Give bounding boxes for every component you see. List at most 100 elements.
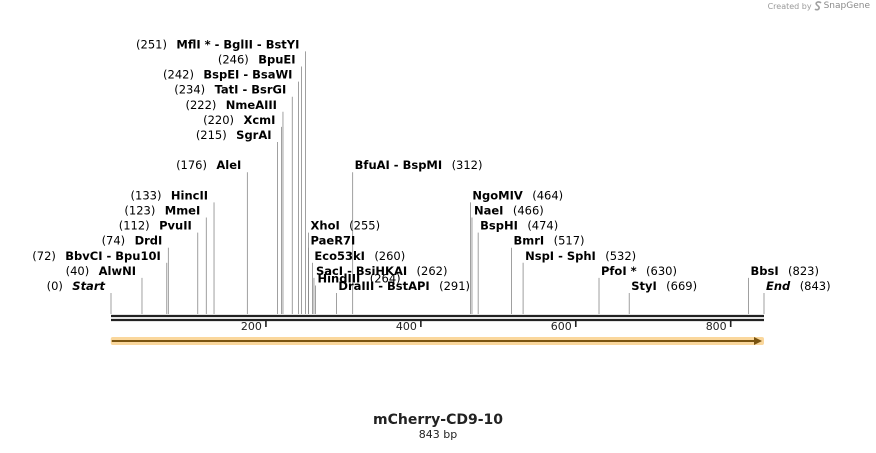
site-label-hindiii[interactable]: HindIII (264) [317,271,400,285]
site-label-nmeaiii[interactable]: (222) NmeAIII [185,98,277,112]
site-position-styi: (669) [666,279,697,293]
site-position-mfli: (251) [136,37,167,51]
site-name-bsphi: BspHI [480,219,518,233]
site-label-pfoi[interactable]: PfoI * (630) [601,264,677,278]
site-position-draiii: (291) [439,279,470,293]
site-label-mfli[interactable]: (251) MflI * - BglII - BstYI [136,37,299,51]
site-label-ngomiv[interactable]: NgoMIV (464) [472,188,563,202]
site-label-nspi[interactable]: NspI - SphI (532) [525,249,636,263]
site-position-bfuai: (312) [452,158,483,172]
site-label-bfuai[interactable]: BfuAI - BspMI (312) [355,158,483,172]
site-label-start[interactable]: (0) Start [47,279,106,293]
site-name-drdi: DrdI [135,234,163,248]
site-position-pvuii: (112) [119,219,150,233]
site-position-saci: (262) [417,264,448,278]
site-position-end: (843) [800,279,831,293]
site-label-bspei[interactable]: (242) BspEI - BsaWI [163,68,292,82]
site-label-eco53ki[interactable]: Eco53kI (260) [314,249,405,263]
site-label-xhoi[interactable]: XhoI (255) [311,219,381,233]
site-position-alei: (176) [176,158,207,172]
ruler-label-600: 600 [551,320,572,333]
site-position-start: (0) [47,279,63,293]
site-label-saci[interactable]: SacI - BsiHKAI (262) [316,264,448,278]
site-label-styi[interactable]: StyI (669) [631,279,697,293]
site-name-sgrai: SgrAI [236,128,271,142]
site-position-tati: (234) [174,83,205,97]
leader-lines [110,51,765,314]
site-name-bpuei: BpuEI [258,53,295,67]
site-label-mmei[interactable]: (123) MmeI [124,204,200,218]
enzyme-labels: (0) Start(40) AlwNI(72) BbvCI - Bpu10I(7… [32,37,830,293]
site-name-hindiii: HindIII [317,271,360,285]
site-name-mfli: MflI * - BglII - BstYI [176,37,299,51]
site-name-nspi: NspI - SphI [525,249,596,263]
site-position-pfoi: (630) [646,264,677,278]
site-label-naei[interactable]: NaeI (466) [474,204,544,218]
site-label-drdi[interactable]: (74) DrdI [102,234,163,248]
site-label-xcmi[interactable]: (220) XcmI [203,113,275,127]
site-name-pfoi: PfoI * [601,264,637,278]
site-name-bbvci: BbvCI - Bpu10I [65,249,160,263]
map-length: 843 bp [418,428,458,441]
ruler-label-800: 800 [706,320,727,333]
site-name-hincii: HincII [171,188,208,202]
site-label-end[interactable]: End (843) [766,279,831,293]
site-position-hincii: (133) [131,188,162,202]
feature-track [110,337,765,345]
map-title-block: mCherry-CD9-10 843 bp [0,412,876,441]
site-position-bbsi: (823) [788,264,819,278]
site-label-hincii[interactable]: (133) HincII [131,188,208,202]
site-name-tati: TatI - BsrGI [215,83,287,97]
site-position-nspi: (532) [605,249,636,263]
site-name-styi: StyI [631,279,657,293]
site-position-xcmi: (220) [203,113,234,127]
sequence-ruler: 200 400 600 800 [111,314,764,333]
credit-brand: SnapGene [823,1,870,11]
site-label-tati[interactable]: (234) TatI - BsrGI [174,83,286,97]
site-name-pvuii: PvuII [159,219,192,233]
site-name-bspei: BspEI - BsaWI [203,68,292,82]
credit-prefix: Created by [767,1,812,11]
site-position-ngomiv: (464) [532,188,563,202]
site-label-alwni[interactable]: (40) AlwNI [66,264,136,278]
site-label-alei[interactable]: (176) AleI [176,158,241,172]
site-position-sgrai: (215) [196,128,227,142]
site-position-bbvci: (72) [32,249,56,263]
site-name-nmeaiii: NmeAIII [226,98,277,112]
site-name-eco53ki: Eco53kI [314,249,365,263]
site-label-pvuii[interactable]: (112) PvuII [119,219,192,233]
snapgene-credit: Created by SnapGene [768,1,870,11]
site-label-bmri[interactable]: BmrI (517) [513,234,584,248]
site-name-saci: SacI - BsiHKAI [316,264,407,278]
site-position-nmeaiii: (222) [185,98,216,112]
map-name: mCherry-CD9-10 [373,412,503,428]
feature-arrow-head [754,337,762,345]
site-name-xcmi: XcmI [243,113,275,127]
site-position-naei: (466) [513,204,544,218]
site-label-bbsi[interactable]: BbsI (823) [751,264,819,278]
site-name-bmri: BmrI [513,234,544,248]
site-position-bspei: (242) [163,68,194,82]
site-label-bsphi[interactable]: BspHI (474) [480,219,558,233]
site-label-paer7i[interactable]: PaeR7I [311,234,356,248]
site-position-xhoi: (255) [349,219,380,233]
site-name-draiii: DraIII - BstAPI [338,279,429,293]
site-label-bbvci[interactable]: (72) BbvCI - Bpu10I [32,249,160,263]
ruler-label-200: 200 [241,320,262,333]
site-name-start: Start [72,279,105,293]
site-name-bbsi: BbsI [751,264,779,278]
site-label-sgrai[interactable]: (215) SgrAI [196,128,272,142]
site-position-alwni: (40) [66,264,90,278]
snapgene-logo-icon [814,1,821,11]
site-position-eco53ki: (260) [374,249,405,263]
site-name-naei: NaeI [474,204,503,218]
site-position-bsphi: (474) [527,219,558,233]
site-name-mmei: MmeI [165,204,201,218]
site-name-xhoi: XhoI [311,219,340,233]
site-label-bpuei[interactable]: (246) BpuEI [218,53,296,67]
site-label-draiii[interactable]: DraIII - BstAPI (291) [338,279,470,293]
site-name-alwni: AlwNI [99,264,136,278]
site-position-bmri: (517) [554,234,585,248]
site-name-paer7i: PaeR7I [311,234,356,248]
